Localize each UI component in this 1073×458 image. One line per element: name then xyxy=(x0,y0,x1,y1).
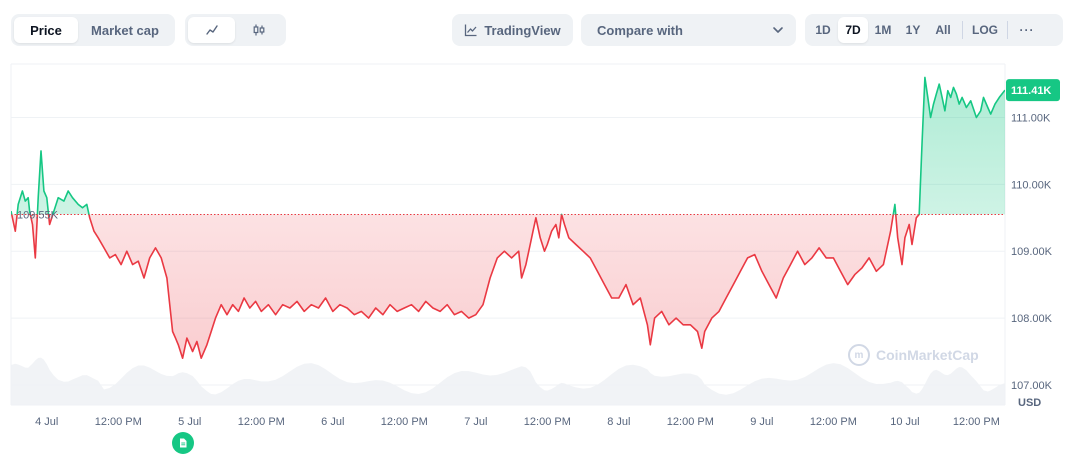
news-event-marker[interactable] xyxy=(172,432,194,454)
watermark-text: CoinMarketCap xyxy=(876,347,979,363)
tab-market-cap[interactable]: Market cap xyxy=(91,22,159,38)
x-tick-label: 12:00 PM xyxy=(95,416,142,428)
y-tick-label: 107.00K xyxy=(1011,380,1053,392)
chart-toolbar: Price Market cap TradingView Compare wit… xyxy=(0,0,1073,60)
y-tick-label: 111.00K xyxy=(1011,112,1051,124)
range-1d-button[interactable]: 1D xyxy=(815,23,831,37)
line-chart-button[interactable] xyxy=(188,17,235,43)
x-tick-label: 12:00 PM xyxy=(238,416,285,428)
toolbar-divider xyxy=(962,21,963,39)
document-icon xyxy=(180,438,187,448)
tradingview-label: TradingView xyxy=(484,22,561,38)
x-tick-label: 9 Jul xyxy=(750,416,773,428)
x-tick-label: 12:00 PM xyxy=(381,416,428,428)
currency-label: USD xyxy=(1018,397,1041,409)
price-line-down xyxy=(11,214,920,359)
chart-type-toggle: Price Market cap xyxy=(11,14,175,46)
tab-price[interactable]: Price xyxy=(14,17,78,43)
x-tick-label: 6 Jul xyxy=(321,416,344,428)
x-tick-label: 10 Jul xyxy=(890,416,919,428)
y-tick-label: 110.00K xyxy=(1011,179,1052,191)
compare-with-dropdown[interactable]: Compare with xyxy=(581,14,796,46)
tradingview-button[interactable]: TradingView xyxy=(452,14,573,46)
compare-with-label: Compare with xyxy=(597,22,683,38)
coinmarketcap-logo-icon: m xyxy=(848,344,870,366)
x-tick-label: 12:00 PM xyxy=(810,416,857,428)
x-tick-label: 4 Jul xyxy=(35,416,58,428)
x-tick-label: 12:00 PM xyxy=(524,416,571,428)
current-price-label: 111.41K xyxy=(1011,85,1051,97)
time-range-toggle: 1D 7D 1M 1Y All LOG ··· xyxy=(805,14,1063,46)
y-tick-label: 109.00K xyxy=(1011,246,1053,258)
log-scale-button[interactable]: LOG xyxy=(972,23,998,37)
candlestick-button[interactable] xyxy=(235,17,282,43)
x-tick-label: 5 Jul xyxy=(178,416,201,428)
y-tick-label: 108.00K xyxy=(1011,313,1053,325)
baseline-label: 109.55K xyxy=(17,209,59,221)
chart-style-toggle xyxy=(185,14,286,46)
x-tick-label: 7 Jul xyxy=(464,416,487,428)
range-1m-button[interactable]: 1M xyxy=(874,23,892,37)
chevron-down-icon xyxy=(773,27,783,33)
more-options-button[interactable]: ··· xyxy=(1019,23,1035,37)
range-7d-button[interactable]: 7D xyxy=(838,17,868,43)
x-tick-label: 12:00 PM xyxy=(953,416,1000,428)
toolbar-divider xyxy=(1007,21,1008,39)
line-chart-icon xyxy=(205,25,218,35)
range-all-button[interactable]: All xyxy=(935,23,951,37)
range-1y-button[interactable]: 1Y xyxy=(905,23,921,37)
tradingview-chart-icon xyxy=(465,24,477,37)
x-tick-label: 12:00 PM xyxy=(667,416,714,428)
current-price-badge xyxy=(1006,79,1060,102)
area-below-baseline xyxy=(11,214,920,359)
volume-area xyxy=(11,357,1005,405)
watermark: m CoinMarketCap xyxy=(848,344,979,366)
x-tick-label: 8 Jul xyxy=(607,416,630,428)
candlestick-icon xyxy=(253,24,264,36)
